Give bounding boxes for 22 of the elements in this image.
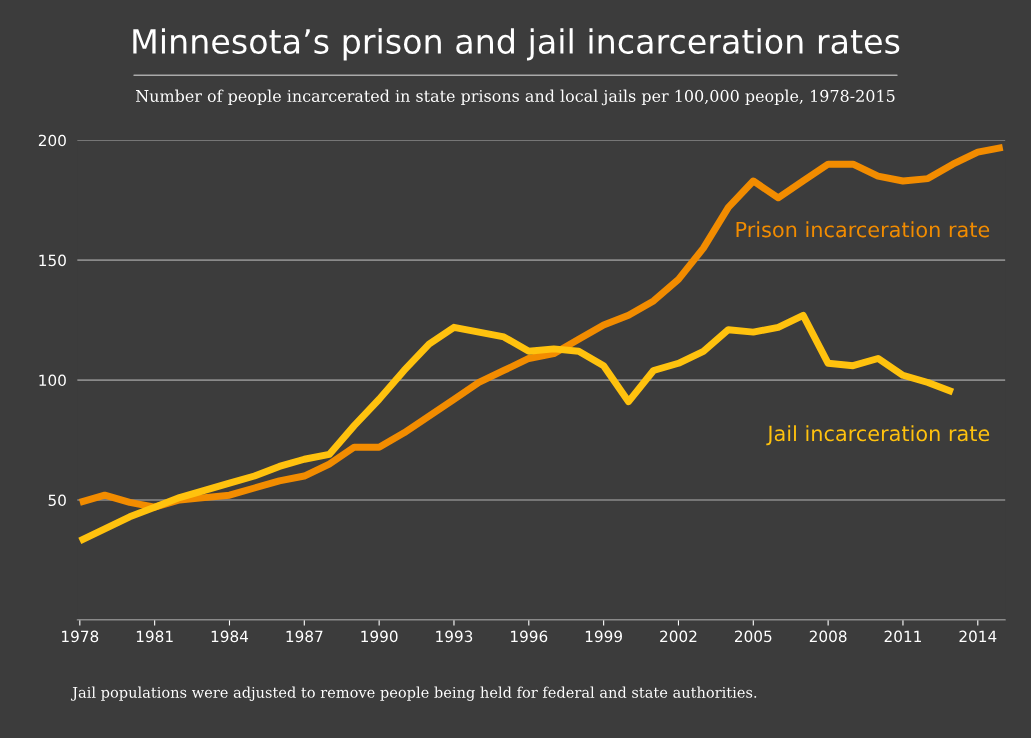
x-tick-label: 2008 <box>809 630 847 643</box>
y-tick-label: 50 <box>48 494 66 507</box>
y-tick-label: 150 <box>39 254 66 267</box>
text: Jail populations were adjusted to remove people being held for federal and state authorities. <box>70 686 757 701</box>
x-tick-label: 1993 <box>436 630 473 643</box>
x-tick-label: 1984 <box>211 630 249 643</box>
y-tick-label: 100 <box>39 374 66 387</box>
chart-title: Minnesota’s prison and jail incarceration rates <box>133 28 900 61</box>
x-tick-label: 2014 <box>959 630 997 643</box>
x-tick-label: 1999 <box>585 630 622 643</box>
chart-subtitle: Number of people incarcerated in state prisons and local jails per 100,000 people, 1978-2015 <box>135 89 895 106</box>
text: Jail incarceration rate <box>766 425 990 446</box>
x-tick-label: 2011 <box>884 630 921 643</box>
x-tick-label: 1978 <box>62 630 99 643</box>
x-tick-label: 1996 <box>511 630 548 643</box>
x-tick-label: 1981 <box>136 630 173 643</box>
x-tick-label: 1987 <box>286 630 323 643</box>
series-label: Prison incarceration rate <box>736 221 990 238</box>
y-tick-label: 200 <box>38 134 66 147</box>
x-tick-label: 2002 <box>660 630 697 643</box>
x-tick-label: 1990 <box>361 630 398 643</box>
x-tick-label: 2005 <box>734 630 772 643</box>
